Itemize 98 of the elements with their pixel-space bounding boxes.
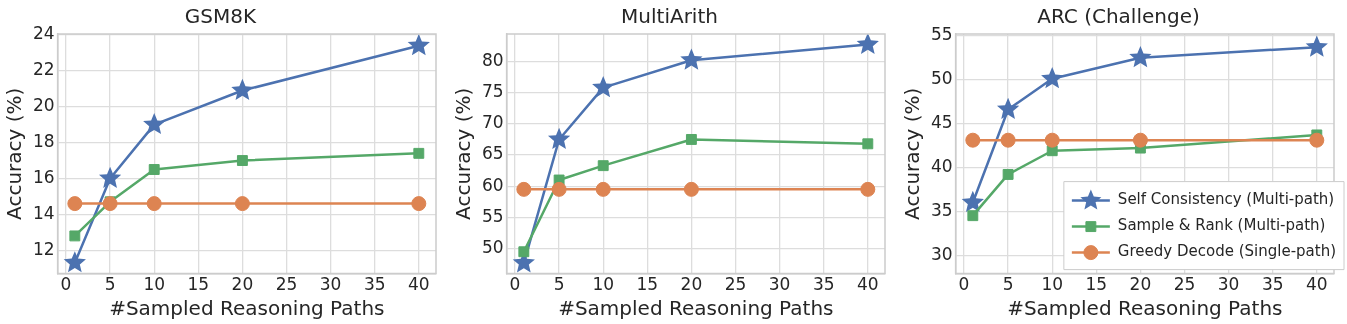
chart-title: MultiArith [621,4,718,29]
point [860,181,876,197]
x-tick-label: 15 [636,274,659,295]
y-tick-label: 70 [481,112,504,133]
y-tick-label: 75 [481,81,504,102]
x-tick-label: 25 [724,274,747,295]
point [592,75,615,98]
y-tick-label: 24 [32,23,55,44]
x-tick-label: 10 [1041,274,1064,295]
x-tick-label: 25 [1173,274,1196,295]
x-tick-label: 35 [1261,274,1284,295]
point [407,34,430,56]
legend-label: Greedy Decode (Single-path) [1117,242,1336,261]
point [63,251,86,273]
point [234,196,250,212]
point [148,164,160,175]
point [595,181,611,197]
x-tick-label: 0 [509,274,521,295]
point [1132,132,1148,148]
point [1041,67,1064,89]
y-tick-label: 80 [481,49,504,70]
point [680,48,703,70]
x-axis-title: #Sampled Reasoning Paths [558,296,834,321]
point [862,138,874,150]
x-tick-label: 0 [60,274,72,295]
chart-title: ARC (Challenge) [1037,4,1200,29]
point [683,181,699,197]
y-tick-label: 45 [930,111,953,132]
x-tick-label: 20 [1129,274,1152,295]
point [98,166,122,188]
point [1305,35,1328,57]
point [518,246,530,258]
point [856,34,879,55]
point [146,196,162,212]
x-tick-label: 40 [407,274,430,295]
y-tick-label: 12 [32,238,55,259]
point [996,97,1020,119]
y-tick-label: 65 [481,143,504,164]
y-tick-label: 55 [930,24,953,45]
point [1309,132,1325,148]
x-tick-label: 20 [231,274,254,295]
y-axis-title: Accuracy (%) [900,87,925,220]
x-axis-title: #Sampled Reasoning Paths [1007,296,1283,321]
y-tick-label: 18 [32,131,55,151]
point [1002,168,1014,180]
point [231,78,254,100]
x-tick-label: 15 [187,274,210,295]
point [411,196,427,212]
x-tick-label: 0 [958,274,970,295]
y-axis-title: Accuracy (%) [451,87,476,220]
point [102,196,118,212]
point [413,147,425,159]
x-tick-label: 5 [553,274,565,295]
point [597,160,609,172]
y-axis-title: Accuracy (%) [2,87,27,220]
point [965,132,981,148]
point [551,181,567,197]
x-tick-label: 5 [104,274,116,295]
y-tick-label: 50 [481,237,504,258]
x-tick-label: 10 [592,274,615,295]
x-tick-label: 20 [680,274,703,295]
y-tick-label: 50 [930,68,953,89]
point [67,196,83,212]
x-tick-label: 30 [1217,274,1240,295]
x-tick-label: 30 [768,274,791,295]
x-tick-label: 10 [143,274,166,295]
x-tick-label: 30 [319,274,342,295]
point [516,181,532,197]
y-tick-label: 55 [481,205,504,226]
point [547,127,571,149]
point [69,230,81,242]
x-tick-label: 25 [275,274,298,295]
y-tick-label: 60 [481,174,504,195]
point [967,210,979,222]
point [685,134,697,145]
point [1129,46,1152,68]
y-tick-label: 20 [32,95,55,116]
x-tick-label: 15 [1085,274,1108,295]
chart-title: GSM8K [184,4,258,29]
point [143,112,166,135]
point [961,190,984,212]
y-tick-label: 22 [32,59,55,80]
y-tick-label: 30 [930,243,953,264]
x-tick-label: 40 [856,274,879,295]
y-tick-label: 16 [32,166,55,187]
x-tick-label: 40 [1305,274,1328,295]
x-axis-title: #Sampled Reasoning Paths [109,296,385,321]
y-tick-label: 35 [930,199,953,220]
point [236,155,248,166]
y-tick-label: 40 [930,155,953,176]
x-tick-label: 35 [363,274,386,295]
x-tick-label: 5 [1002,274,1014,295]
x-tick-label: 35 [812,274,835,295]
legend-label: Sample & Rank (Multi-path) [1117,216,1326,235]
point [1000,132,1016,148]
point [1044,132,1060,148]
y-tick-label: 14 [32,202,55,223]
legend-label: Self Consistency (Multi-path) [1117,190,1335,209]
